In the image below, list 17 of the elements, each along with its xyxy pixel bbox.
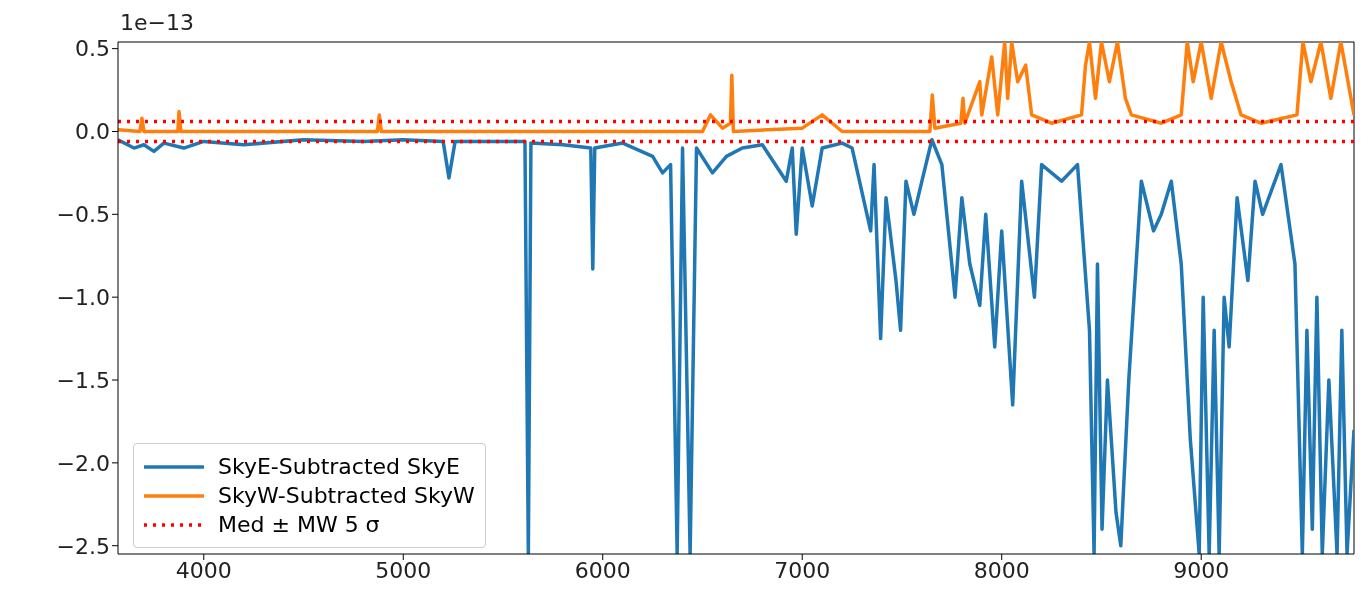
legend-label: Med ± MW 5 σ xyxy=(218,512,380,537)
y-tick-label: 0.5 xyxy=(75,36,110,62)
text: 1e−13 xyxy=(120,10,194,35)
y-tick-label: −1.5 xyxy=(56,367,110,393)
legend-label: SkyE-Subtracted SkyE xyxy=(218,454,460,479)
x-tick-label: 7000 xyxy=(774,557,831,583)
x-tick-label: 4000 xyxy=(175,557,232,583)
y-tick-label: −2.5 xyxy=(56,533,110,559)
y-tick-label: 0.0 xyxy=(75,119,110,145)
y-tick-label: −1.0 xyxy=(56,284,110,310)
x-tick-label: 9000 xyxy=(1173,557,1230,583)
legend-label: SkyW-Subtracted SkyW xyxy=(218,483,475,508)
x-tick-label: 6000 xyxy=(574,557,631,583)
y-tick-label: −0.5 xyxy=(56,202,110,228)
x-tick-label: 5000 xyxy=(375,557,432,583)
y-tick-label: −2.0 xyxy=(56,450,110,476)
x-tick-label: 8000 xyxy=(973,557,1030,583)
